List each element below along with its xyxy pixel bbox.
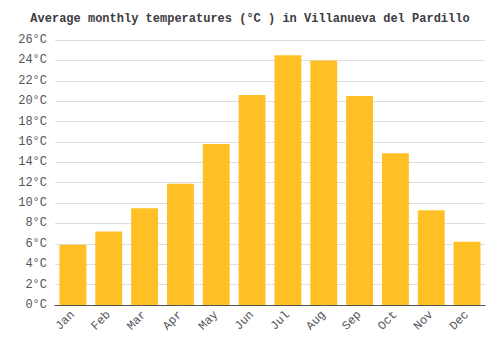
svg-text:2°C: 2°C (25, 278, 47, 292)
svg-text:Jul: Jul (268, 308, 293, 333)
svg-text:14°C: 14°C (18, 155, 47, 169)
svg-text:10°C: 10°C (18, 196, 47, 210)
svg-text:6°C: 6°C (25, 237, 47, 251)
svg-text:Jan: Jan (53, 308, 78, 333)
svg-text:Average monthly temperatures (: Average monthly temperatures (°C ) in Vi… (30, 12, 469, 26)
svg-text:8°C: 8°C (25, 216, 47, 230)
svg-text:12°C: 12°C (18, 176, 47, 190)
svg-text:Jun: Jun (232, 308, 257, 333)
svg-text:May: May (196, 308, 221, 333)
svg-text:4°C: 4°C (25, 257, 47, 271)
svg-text:18°C: 18°C (18, 115, 47, 129)
svg-text:26°C: 26°C (18, 33, 47, 47)
svg-text:20°C: 20°C (18, 94, 47, 108)
svg-text:Sep: Sep (339, 308, 364, 333)
svg-text:Apr: Apr (160, 308, 185, 333)
svg-text:16°C: 16°C (18, 135, 47, 149)
svg-text:24°C: 24°C (18, 53, 47, 67)
svg-text:Oct: Oct (375, 308, 400, 333)
svg-text:Dec: Dec (447, 308, 472, 333)
svg-text:Mar: Mar (124, 308, 149, 333)
svg-text:Nov: Nov (411, 308, 436, 333)
svg-text:22°C: 22°C (18, 74, 47, 88)
svg-text:Feb: Feb (89, 308, 114, 333)
svg-text:0°C: 0°C (25, 298, 47, 312)
svg-text:Aug: Aug (304, 308, 329, 333)
